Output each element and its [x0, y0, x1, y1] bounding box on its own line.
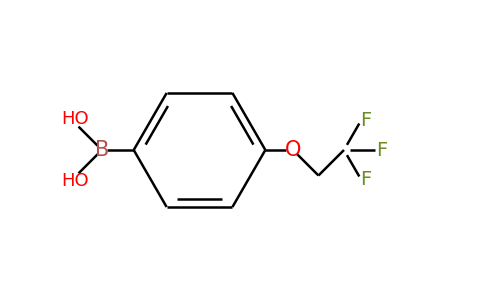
Text: HO: HO: [61, 172, 89, 190]
Text: F: F: [377, 140, 388, 160]
Text: O: O: [285, 140, 301, 160]
Text: HO: HO: [61, 110, 89, 128]
Text: F: F: [361, 112, 372, 130]
Text: B: B: [95, 140, 109, 160]
Text: F: F: [361, 169, 372, 188]
